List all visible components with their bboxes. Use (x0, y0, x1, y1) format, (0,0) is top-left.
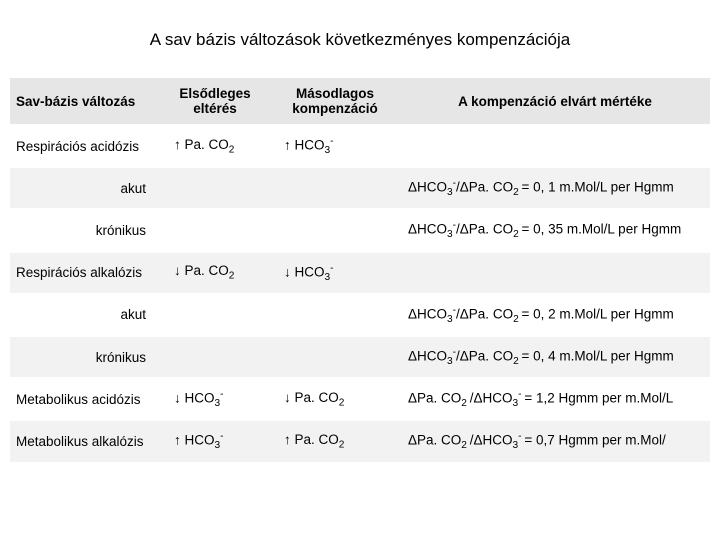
table-row: akut ΔHCO3-/ΔPa. CO2 = 0, 1 m.Mol/L per … (10, 167, 710, 209)
cell-expected: ΔHCO3-/ΔPa. CO2 = 0, 35 m.Mol/L per Hgmm (400, 209, 710, 251)
formula-text: ↓ Pa. CO (174, 263, 229, 278)
cell-name: Respirációs acidózis (10, 125, 160, 167)
cell-primary: ↓ Pa. CO2 (160, 252, 270, 294)
cell-expected: ΔHCO3-/ΔPa. CO2 = 0, 2 m.Mol/L per Hgmm (400, 294, 710, 336)
formula-sub: 2 (229, 271, 235, 282)
table-row: Metabolikus acidózis ↓ HCO3- ↓ Pa. CO2 Δ… (10, 378, 710, 420)
cell-empty (270, 336, 400, 378)
cell-empty (160, 294, 270, 336)
table-row: Respirációs alkalózis ↓ Pa. CO2 ↓ HCO3- (10, 252, 710, 294)
formula-sup: - (220, 389, 223, 400)
cell-name: Metabolikus alkalózis (10, 420, 160, 462)
page-title: A sav bázis változások következményes ko… (10, 30, 710, 50)
formula-text: ↑ HCO (284, 138, 325, 153)
cell-empty (160, 167, 270, 209)
formula-sup: - (220, 431, 223, 442)
cell-empty (270, 167, 400, 209)
cell-secondary: ↓ HCO3- (270, 252, 400, 294)
table-row: krónikus ΔHCO3-/ΔPa. CO2 = 0, 4 m.Mol/L … (10, 336, 710, 378)
cell-expected: ΔPa. CO2 /ΔHCO3- = 1,2 Hgmm per m.Mol/L (400, 378, 710, 420)
formula-sub: 2 (339, 398, 345, 409)
cell-primary: ↓ HCO3- (160, 378, 270, 420)
header-primary-l2: eltérés (193, 101, 237, 116)
cell-kronikus: krónikus (10, 209, 160, 251)
header-secondary: Másodlagos kompenzáció (270, 78, 400, 125)
table-row: Respirációs acidózis ↑ Pa. CO2 ↑ HCO3- (10, 125, 710, 167)
formula-text: ↑ Pa. CO (284, 432, 339, 447)
table-row: Metabolikus alkalózis ↑ HCO3- ↑ Pa. CO2 … (10, 420, 710, 462)
header-primary-l1: Elsődleges (179, 86, 250, 101)
header-secondary-l1: Másodlagos (296, 86, 374, 101)
cell-primary: ↑ Pa. CO2 (160, 125, 270, 167)
cell-secondary: ↑ Pa. CO2 (270, 420, 400, 462)
header-primary: Elsődleges eltérés (160, 78, 270, 125)
formula-sup: - (330, 136, 333, 147)
cell-name: Respirációs alkalózis (10, 252, 160, 294)
formula-text: ↑ Pa. CO (174, 137, 229, 152)
header-secondary-l2: kompenzáció (292, 101, 378, 116)
table-header-row: Sav-bázis változás Elsődleges eltérés Má… (10, 78, 710, 125)
formula-text: ↓ HCO (174, 391, 215, 406)
formula-sub: 2 (229, 144, 235, 155)
formula-sup: - (330, 263, 333, 274)
table-row: krónikus ΔHCO3-/ΔPa. CO2 = 0, 35 m.Mol/L… (10, 209, 710, 251)
formula-text: ↑ HCO (174, 433, 215, 448)
header-change: Sav-bázis változás (10, 78, 160, 125)
formula-sub: 2 (339, 440, 345, 451)
cell-empty (270, 294, 400, 336)
cell-akut: akut (10, 294, 160, 336)
compensation-table: Sav-bázis változás Elsődleges eltérés Má… (10, 78, 710, 464)
cell-akut: akut (10, 167, 160, 209)
cell-expected (400, 125, 710, 167)
cell-expected (400, 252, 710, 294)
cell-primary: ↑ HCO3- (160, 420, 270, 462)
table-row: akut ΔHCO3-/ΔPa. CO2 = 0, 2 m.Mol/L per … (10, 294, 710, 336)
cell-expected: ΔPa. CO2 /ΔHCO3- = 0,7 Hgmm per m.Mol/ (400, 420, 710, 462)
cell-secondary: ↑ HCO3- (270, 125, 400, 167)
cell-expected: ΔHCO3-/ΔPa. CO2 = 0, 4 m.Mol/L per Hgmm (400, 336, 710, 378)
cell-empty (160, 209, 270, 251)
formula-text: ↓ Pa. CO (284, 390, 339, 405)
header-expected: A kompenzáció elvárt mértéke (400, 78, 710, 125)
cell-empty (160, 336, 270, 378)
cell-secondary: ↓ Pa. CO2 (270, 378, 400, 420)
cell-kronikus: krónikus (10, 336, 160, 378)
formula-text: ↓ HCO (284, 264, 325, 279)
cell-name: Metabolikus acidózis (10, 378, 160, 420)
cell-expected: ΔHCO3-/ΔPa. CO2 = 0, 1 m.Mol/L per Hgmm (400, 167, 710, 209)
cell-empty (270, 209, 400, 251)
